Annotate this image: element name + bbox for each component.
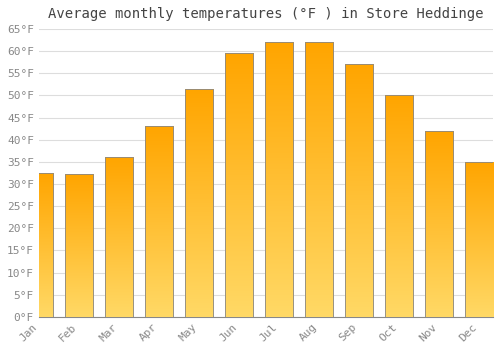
Bar: [105, 158, 133, 317]
Bar: [25, 173, 53, 317]
Bar: [225, 54, 253, 317]
Bar: [105, 158, 133, 317]
Bar: [465, 162, 493, 317]
Bar: [385, 96, 413, 317]
Bar: [65, 174, 93, 317]
Bar: [65, 174, 93, 317]
Bar: [345, 64, 373, 317]
Bar: [25, 173, 53, 317]
Bar: [385, 96, 413, 317]
Bar: [225, 54, 253, 317]
Bar: [265, 42, 293, 317]
Bar: [305, 42, 333, 317]
Bar: [345, 64, 373, 317]
Bar: [305, 42, 333, 317]
Bar: [185, 89, 213, 317]
Bar: [465, 162, 493, 317]
Bar: [185, 89, 213, 317]
Title: Average monthly temperatures (°F ) in Store Heddinge: Average monthly temperatures (°F ) in St…: [48, 7, 484, 21]
Bar: [145, 126, 173, 317]
Bar: [425, 131, 453, 317]
Bar: [265, 42, 293, 317]
Bar: [145, 126, 173, 317]
Bar: [425, 131, 453, 317]
